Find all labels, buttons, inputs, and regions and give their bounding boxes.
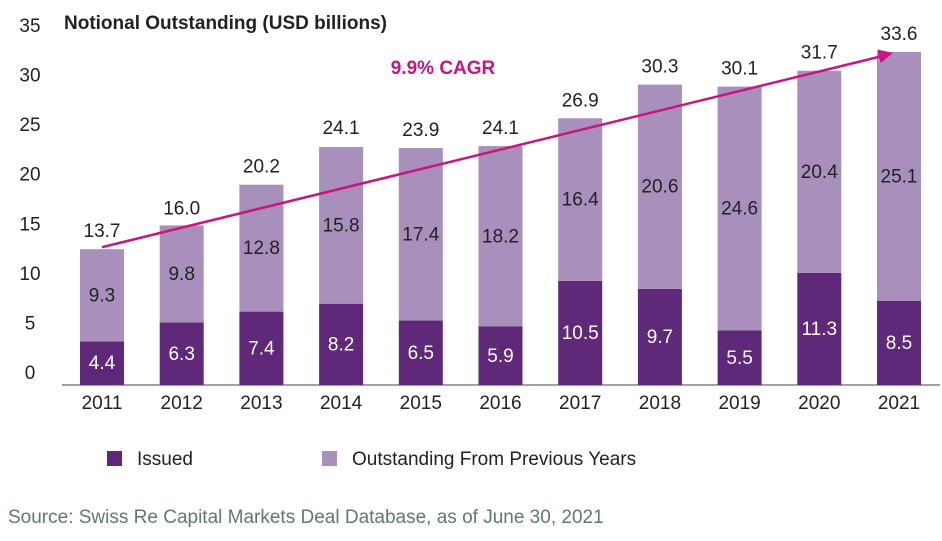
y-tick-label: 5 [25, 313, 36, 334]
data-label: 17.4 [402, 224, 439, 245]
x-tick-label: 2020 [798, 393, 840, 414]
y-tick-label: 30 [19, 66, 40, 87]
bar-segment [239, 184, 284, 312]
legend-swatch [107, 451, 122, 466]
bar-segment [159, 225, 204, 323]
bar-segment [398, 148, 443, 321]
cagr-annotation: 9.9% CAGR [391, 58, 496, 79]
y-tick-label: 25 [19, 115, 40, 136]
bar-segment [797, 272, 842, 385]
total-label: 30.1 [721, 59, 758, 80]
data-label: 20.4 [801, 162, 838, 183]
data-label: 11.3 [802, 319, 838, 340]
data-label: 5.9 [487, 346, 513, 367]
x-tick-label: 2015 [400, 393, 442, 414]
y-tick-label: 10 [19, 264, 40, 285]
data-label: 20.6 [641, 177, 678, 198]
data-label: 18.2 [482, 226, 519, 247]
x-tick-label: 2016 [479, 393, 521, 414]
data-label: 7.4 [248, 338, 275, 359]
x-tick-label: 2018 [639, 393, 681, 414]
data-label: 4.4 [89, 353, 116, 374]
total-label: 16.0 [163, 198, 200, 219]
data-label: 8.5 [886, 333, 912, 354]
data-label: 6.5 [408, 343, 434, 364]
total-label: 13.7 [84, 221, 121, 242]
data-label: 15.8 [323, 215, 360, 236]
x-tick-label: 2019 [718, 393, 760, 414]
bar-segment [478, 146, 523, 327]
source: Source: Swiss Re Capital Markets Deal Da… [8, 507, 604, 528]
bar-segment [877, 51, 921, 301]
bar-segment [159, 322, 204, 385]
total-label: 24.1 [323, 118, 360, 139]
bar-segment [319, 303, 364, 385]
cagr-arrow [101, 54, 884, 249]
total-label: 33.6 [881, 24, 918, 45]
bar-segment [80, 249, 124, 342]
y-tick-label: 20 [19, 165, 40, 186]
chart-title: Notional Outstanding (USD billions) [64, 13, 387, 34]
total-label: 26.9 [562, 90, 599, 111]
bar-segment [239, 311, 284, 385]
data-label: 9.8 [168, 264, 194, 285]
total-label: 31.7 [801, 43, 838, 64]
data-label: 25.1 [881, 166, 918, 187]
x-tick-label: 2011 [82, 393, 123, 414]
bar-segment [398, 320, 443, 385]
total-label: 20.2 [243, 157, 280, 178]
total-label: 24.1 [482, 118, 519, 139]
data-label: 6.3 [168, 344, 194, 365]
total-label: 23.9 [402, 120, 439, 141]
data-label: 5.5 [726, 348, 752, 369]
y-tick-label: 15 [19, 214, 40, 235]
bar-segment [558, 118, 603, 281]
data-label: 12.8 [243, 238, 280, 259]
cagr-arrowhead [877, 49, 893, 64]
x-tick-label: 2017 [559, 393, 601, 414]
data-label: 24.6 [721, 199, 758, 220]
y-tick-label: 0 [25, 363, 36, 384]
x-tick-label: 2014 [320, 393, 363, 414]
bar-segment [637, 84, 682, 289]
bar-segment [637, 288, 682, 385]
x-tick-label: 2012 [161, 393, 203, 414]
data-label: 9.3 [89, 285, 115, 306]
data-label: 10.5 [562, 323, 599, 344]
x-tick-label: 2021 [878, 393, 920, 414]
legend-label: Issued [137, 449, 193, 470]
data-label: 16.4 [562, 190, 599, 211]
bar-segment [717, 330, 762, 385]
x-tick-label: 2013 [240, 393, 282, 414]
bar-segment [717, 86, 762, 331]
legend-label: Outstanding From Previous Years [352, 449, 636, 470]
bar-segment [80, 341, 124, 385]
bar-segment [797, 70, 842, 273]
y-tick-label: 35 [19, 16, 40, 37]
bar-segment [877, 300, 921, 385]
bar-segment [478, 326, 523, 385]
legend-swatch [322, 451, 337, 466]
data-label: 9.7 [647, 327, 673, 348]
bar-segment [319, 147, 364, 304]
data-label: 8.2 [328, 334, 354, 355]
total-label: 30.3 [641, 57, 678, 78]
bar-segment [558, 280, 603, 385]
